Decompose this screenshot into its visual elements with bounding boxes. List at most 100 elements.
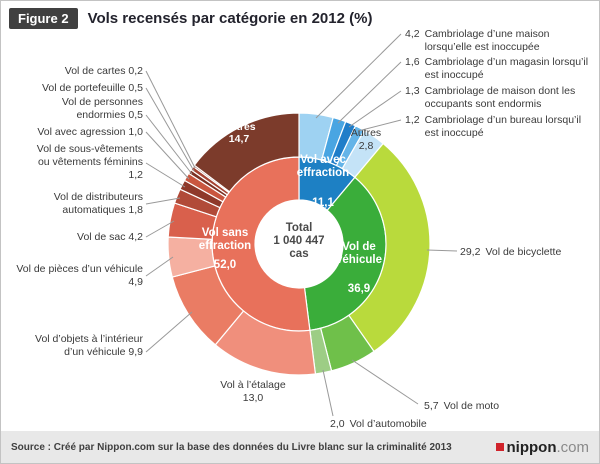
value: 4,2 [405, 28, 420, 40]
leader-vol-de-bicyclette [426, 249, 458, 252]
logo-tld: .com [556, 438, 589, 456]
label-vol-d-automobile: 2,0 Vol d’automobile [330, 418, 450, 431]
logo-name: nippon [506, 438, 557, 456]
label-text: Cambriolage d’une maison lorsqu’elle est… [424, 28, 550, 54]
outer-segment-vol-de-bicyclette [347, 142, 431, 353]
value: 13,0 [242, 392, 264, 405]
label-text: Autres [350, 127, 382, 139]
value: 2,8 [358, 140, 374, 153]
donut-hole [255, 200, 343, 288]
label-text: Vol de personnes endormies [61, 96, 143, 122]
label-text: Cambriolage de maison dont les occupants… [424, 85, 576, 111]
nippon-logo: nippon .com [495, 438, 589, 456]
leader-lines [145, 33, 458, 417]
label-cambriolage-maison-endormis: 1,3 Cambriolage de maison dont les occup… [405, 85, 597, 111]
label-vol-de-moto: 5,7 Vol de moto [424, 400, 534, 413]
label-text: Cambriolage d’un magasin lorsqu’il est i… [424, 56, 589, 82]
inner-label-vol-sans-effraction: Vol sans effraction [183, 227, 267, 253]
total-unit: cas [289, 248, 309, 261]
leader-cambriolage-maison-inoccupee [315, 33, 402, 119]
label-vol-de-portefeuille: Vol de portefeuille 0,5 [7, 82, 143, 95]
value: 0,2 [128, 65, 143, 77]
label-text: Vol de pièces d’un véhicule [16, 263, 143, 275]
logo-red-square-icon [495, 443, 504, 451]
leader-vol-de-moto [351, 359, 419, 405]
outer-segment-autres [193, 112, 300, 193]
label-autres-sans-effraction: Autres 14,7 [213, 121, 265, 145]
label-vol-de-personnes-endormies: Vol de personnes endormies 0,5 [33, 96, 143, 122]
value: 14,7 [228, 133, 250, 146]
value: 1,6 [405, 56, 420, 68]
label-text: Vol avec agression [37, 126, 126, 138]
leader-cambriolage-maison-endormis [348, 90, 402, 128]
total-value: 1 040 447 [273, 235, 325, 248]
value: 2,0 [330, 418, 345, 430]
leader-cambriolage-magasin [337, 61, 402, 124]
value: 9,9 [128, 346, 143, 359]
leader-vol-de-sous-vetements [145, 162, 186, 188]
label-text: Vol de cartes [64, 65, 126, 77]
label-vol-de-distributeurs: Vol de distributeurs automatiques 1,8 [7, 191, 143, 217]
value: 5,7 [424, 400, 439, 412]
label-vol-a-l-etalage: Vol à l’étalage 13,0 [211, 379, 295, 405]
value: 4,9 [128, 276, 143, 289]
label-vol-de-pieces: Vol de pièces d’un véhicule 4,9 [7, 263, 143, 289]
label-text: Vol d’automobile [349, 418, 427, 430]
label-text: Vol de moto [443, 400, 500, 412]
leader-vol-de-pieces [145, 256, 174, 277]
chart-title: Vols recensés par catégorie en 2012 (%) [87, 10, 373, 27]
leader-vol-avec-agression [145, 131, 190, 180]
value: 52,0 [213, 259, 237, 271]
label-vol-de-cartes: Vol de cartes 0,2 [7, 65, 143, 78]
leader-vol-de-cartes [145, 70, 196, 169]
chart-center-total: Total 1 040 447 cas [257, 222, 341, 262]
inner-label-vol-avec-effraction: Vol avec effraction [285, 154, 361, 180]
inner-value-vol-sans-effraction: 52,0 [183, 259, 267, 272]
label-text: Vol sans effraction [198, 227, 252, 253]
leader-vol-de-distributeurs [145, 197, 181, 205]
value: 0,5 [128, 109, 143, 122]
label-text: Vol de portefeuille [41, 82, 126, 94]
label-text: Vol d’objets à l’intérieur d’un véhicule [35, 333, 143, 359]
value: 29,2 [460, 246, 481, 258]
inner-value-vol-de-vehicule: 36,9 [323, 283, 395, 296]
label-autres-effraction: Autres 2,8 [343, 127, 389, 153]
leader-vol-de-sac [145, 220, 175, 238]
inner-label-vol-de-vehicule: Vol de véhicule [323, 241, 395, 267]
label-text: Vol de sac [77, 231, 126, 243]
total-label: Total [285, 222, 313, 234]
leader-vol-d-objets [145, 311, 193, 353]
leader-vol-d-automobile [322, 369, 334, 417]
label-text: Vol à l’étalage [220, 379, 286, 391]
value: 1,8 [128, 204, 143, 217]
leader-cambriolage-bureau [357, 119, 402, 132]
label-text: Vol de distributeurs automatiques [53, 191, 143, 217]
value: 1,0 [128, 126, 143, 138]
label-cambriolage-bureau: 1,2 Cambriolage d’un bureau lorsqu’il es… [405, 114, 597, 140]
leader-vol-de-personnes-endormies [145, 114, 193, 175]
label-cambriolage-magasin: 1,6 Cambriolage d’un magasin lorsqu’il e… [405, 56, 597, 82]
value: 11,1 [312, 197, 334, 209]
label-vol-de-bicyclette: 29,2 Vol de bicyclette [460, 246, 590, 259]
label-vol-de-sac: Vol de sac 4,2 [7, 231, 143, 244]
label-text: Vol de véhicule [335, 241, 383, 267]
source-text: Source : Créé par Nippon.com sur la base… [11, 441, 452, 453]
value: 1,2 [405, 114, 420, 126]
value: 1,3 [405, 85, 420, 97]
label-text: Vol avec effraction [296, 154, 350, 180]
value: 4,2 [128, 231, 143, 243]
label-vol-avec-agression: Vol avec agression 1,0 [7, 126, 143, 139]
label-vol-de-sous-vetements: Vol de sous-vêtements ou vêtements fémin… [23, 143, 143, 182]
label-text: Cambriolage d’un bureau lorsqu’il est in… [424, 114, 582, 140]
figure-header: Figure 2 Vols recensés par catégorie en … [9, 8, 372, 29]
inner-value-vol-avec-effraction: 11,1 [285, 197, 361, 210]
label-vol-d-objets: Vol d’objets à l’intérieur d’un véhicule… [23, 333, 143, 359]
value: 0,5 [128, 82, 143, 94]
label-text: Vol de sous-vêtements ou vêtements fémin… [36, 143, 143, 169]
leader-vol-de-portefeuille [145, 87, 195, 172]
label-cambriolage-maison-inoccupee: 4,2 Cambriolage d’une maison lorsqu’elle… [405, 28, 597, 54]
label-text: Vol de bicyclette [485, 246, 562, 258]
value: 36,9 [347, 283, 371, 295]
